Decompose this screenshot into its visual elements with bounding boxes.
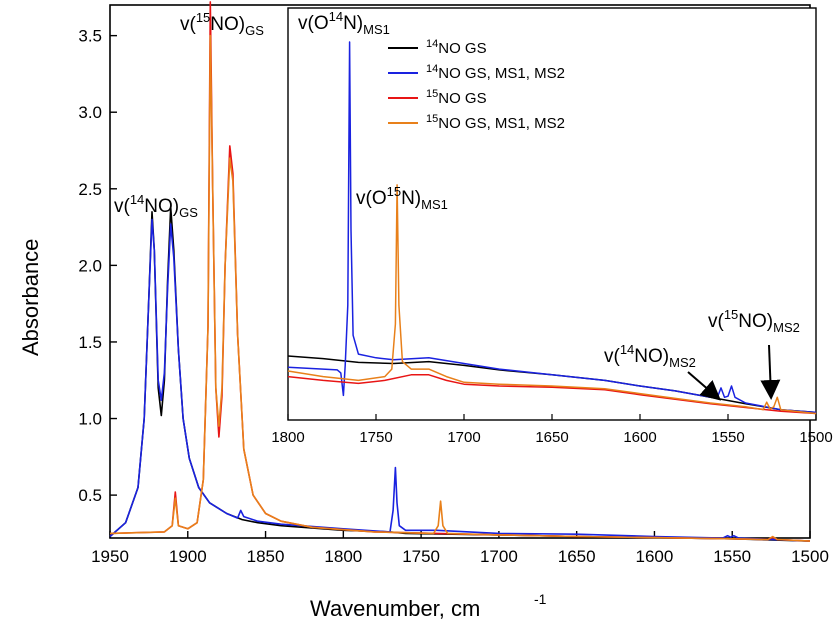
ann-14no-gs-sup: 14: [130, 192, 144, 207]
ann-o14n-ms1-rest: N): [343, 13, 363, 34]
main-y-tick-label-3: 2.0: [78, 256, 102, 275]
inset-series-15no-ms: [287, 184, 817, 415]
ann-14no-gs-v: v(: [114, 196, 131, 217]
inset-x-tick-label-2: 1700: [447, 429, 480, 446]
x-axis-title-text: Wavenumber, cm: [310, 596, 480, 621]
inset-plot-frame: [287, 7, 817, 421]
main-x-tick-label-0: 1950: [91, 547, 129, 566]
main-x-tick-label-3: 1800: [324, 547, 362, 566]
annotation-14no-gs: v(14NO)GS: [114, 192, 198, 220]
annotation-o14n-ms1: v(O14N)MS1: [298, 9, 390, 37]
ann-o15n-ms1-v: v(O: [356, 188, 387, 209]
main-x-tick-label-4: 1750: [402, 547, 440, 566]
inset-x-tick-label-1: 1750: [359, 429, 392, 446]
ann-15no-gs-v: v(: [180, 14, 197, 35]
annotation-15no-ms2: v(15NO)MS2: [708, 307, 800, 335]
ann-15no-ms2-rest: NO): [738, 311, 773, 332]
annotation-15no-gs: v(15NO)GS: [180, 10, 264, 38]
main-y-tick-label-5: 3.0: [78, 103, 102, 122]
ann-14no-ms2-sub: MS2: [669, 355, 696, 370]
inset-x-tick-label-3: 1650: [535, 429, 568, 446]
ann-15no-ms2-sup: 15: [724, 307, 738, 322]
annotation-o15n-ms1: v(O15N)MS1: [356, 184, 448, 212]
svg-text:v(15NO)MS2: v(15NO)MS2: [708, 307, 800, 335]
ann-o15n-ms1-rest: N): [401, 188, 421, 209]
ann-o14n-ms1-sub: MS1: [363, 22, 390, 37]
annotation-14no-ms2: v(14NO)MS2: [604, 342, 696, 370]
main-x-tick-label-7: 1600: [636, 547, 674, 566]
ann-15no-ms2-v: v(: [708, 311, 725, 332]
ann-15no-ms2-sub: MS2: [773, 320, 800, 335]
legend-label-1: 14NO GS, MS1, MS2: [426, 63, 565, 82]
inset-x-tick-label-4: 1600: [623, 429, 656, 446]
ann-14no-gs-sub: GS: [179, 205, 198, 220]
ann-15no-gs-rest: NO): [210, 14, 245, 35]
svg-text:v(14NO)GS: v(14NO)GS: [114, 192, 198, 220]
main-series-14no-ms: [109, 218, 811, 542]
main-x-tick-label-9: 1500: [791, 547, 829, 566]
ann-14no-gs-rest: NO): [144, 196, 179, 217]
main-x-tick-label-5: 1700: [480, 547, 518, 566]
main-y-tick-label-0: 0.5: [78, 486, 102, 505]
main-y-tick-label-6: 3.5: [78, 27, 102, 46]
ann-14no-ms2-rest: NO): [634, 346, 669, 367]
ann-o15n-ms1-sup: 15: [387, 184, 401, 199]
x-axis-title-sup: -1: [534, 591, 547, 607]
main-series-group: [109, 1, 811, 542]
ann-15no-gs-sub: GS: [245, 23, 264, 38]
ann-14no-ms2-sup: 14: [620, 342, 634, 357]
legend-label-0: 14NO GS: [426, 38, 487, 57]
inset-x-tick-label-0: 1800: [271, 429, 304, 446]
ann-14no-ms2-v: v(: [604, 346, 621, 367]
main-x-tick-label-8: 1550: [713, 547, 751, 566]
svg-text:v(15NO)GS: v(15NO)GS: [180, 10, 264, 38]
svg-text:v(O15N)MS1: v(O15N)MS1: [356, 184, 448, 212]
ann-15no-gs-sup: 15: [196, 10, 210, 25]
inset-legend: 14NO GS 14NO GS, MS1, MS2 15NO GS 15NO GS, …: [388, 38, 565, 132]
main-y-tick-label-4: 2.5: [78, 180, 102, 199]
inset-axes: 1800 1750 1700 1650 1600 1550 1500: [271, 414, 833, 446]
ann-o14n-ms1-sup: 14: [329, 9, 343, 24]
inset-series-group: [287, 41, 817, 415]
main-y-tick-label-2: 1.5: [78, 333, 102, 352]
legend-label-2: 15NO GS: [426, 88, 487, 107]
x-axis-title: Wavenumber, cm -1: [310, 591, 547, 621]
inset-series-14no-ms: [287, 41, 817, 414]
arrow-15no-ms2: [760, 344, 781, 400]
main-x-tick-label-6: 1650: [558, 547, 596, 566]
main-x-tick-label-2: 1850: [247, 547, 285, 566]
y-axis-title: Absorbance: [18, 239, 43, 356]
main-x-tick-label-1: 1900: [169, 547, 207, 566]
inset-x-tick-label-5: 1550: [711, 429, 744, 446]
main-series-15no-ms: [109, 34, 811, 542]
arrow-14no-ms2: [687, 371, 722, 401]
ann-o14n-ms1-v: v(O: [298, 13, 329, 34]
svg-text:v(O14N)MS1: v(O14N)MS1: [298, 9, 390, 37]
svg-text:v(14NO)MS2: v(14NO)MS2: [604, 342, 696, 370]
ann-o15n-ms1-sub: MS1: [421, 197, 448, 212]
main-y-tick-label-1: 1.0: [78, 410, 102, 429]
legend-label-3: 15NO GS, MS1, MS2: [426, 113, 565, 132]
inset-x-tick-label-6: 1500: [799, 429, 832, 446]
